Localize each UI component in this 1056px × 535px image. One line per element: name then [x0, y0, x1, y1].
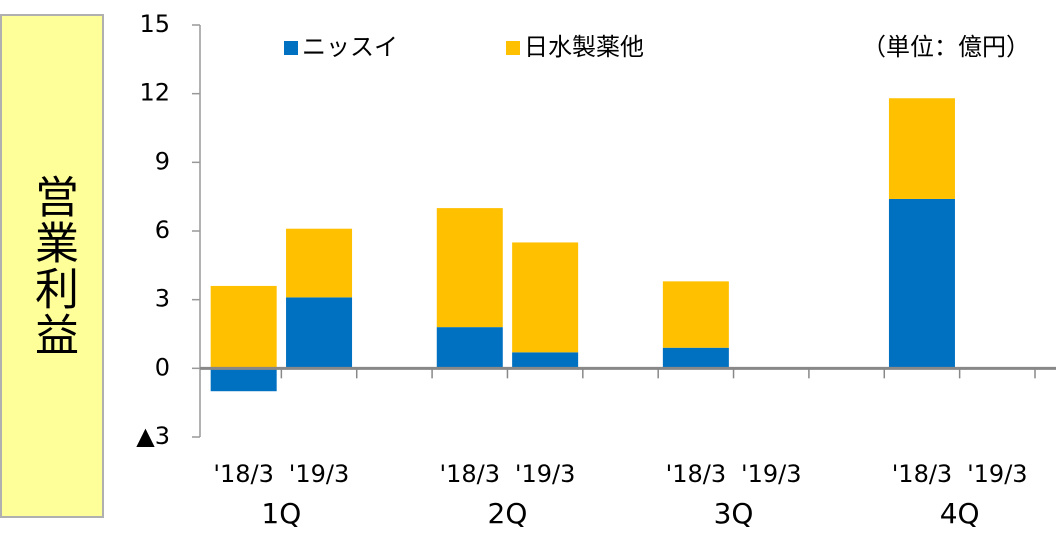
- bar-segment: [888, 98, 955, 199]
- x-tick-label: '19/3: [741, 460, 802, 488]
- bar-segment: [210, 368, 277, 392]
- x-tick-label: '18/3: [892, 460, 953, 488]
- y-tick-label: 3: [155, 285, 170, 313]
- unit-note: （単位：億円）: [862, 33, 1030, 61]
- y-tick-label: 15: [139, 10, 170, 38]
- group-label: 3Q: [714, 497, 754, 530]
- y-tick-label: 9: [155, 147, 170, 175]
- y-label: 営業利益: [27, 174, 78, 358]
- y-tick-label: 6: [155, 216, 170, 244]
- x-tick-label: '18/3: [213, 460, 274, 488]
- legend-swatch: [284, 41, 298, 55]
- bar-segment: [436, 208, 503, 328]
- legend-label: ニッスイ: [302, 33, 398, 61]
- y-tick-label: 0: [155, 353, 170, 381]
- x-tick-label: '19/3: [289, 460, 350, 488]
- x-tick-label: '18/3: [440, 460, 501, 488]
- legend-swatch: [506, 41, 520, 55]
- x-tick-label: '19/3: [515, 460, 576, 488]
- bar-segment: [662, 347, 729, 369]
- y-label-box: 営業利益: [0, 14, 104, 518]
- bar-segment: [662, 281, 729, 348]
- y-tick-label: ▲3: [136, 422, 170, 450]
- bar-segment: [888, 198, 955, 369]
- group-label: 1Q: [261, 497, 301, 530]
- bar-segment: [512, 242, 579, 353]
- bar-segment: [286, 228, 353, 298]
- bar-segment: [286, 297, 353, 369]
- bar-segment: [512, 352, 579, 369]
- bar-segment: [210, 285, 277, 369]
- group-label: 2Q: [488, 497, 528, 530]
- x-tick-label: '19/3: [967, 460, 1028, 488]
- legend-label: 日水製薬他: [524, 33, 644, 61]
- y-tick-label: 12: [139, 79, 170, 107]
- group-label: 4Q: [940, 497, 980, 530]
- bar-segment: [436, 327, 503, 369]
- x-tick-label: '18/3: [666, 460, 727, 488]
